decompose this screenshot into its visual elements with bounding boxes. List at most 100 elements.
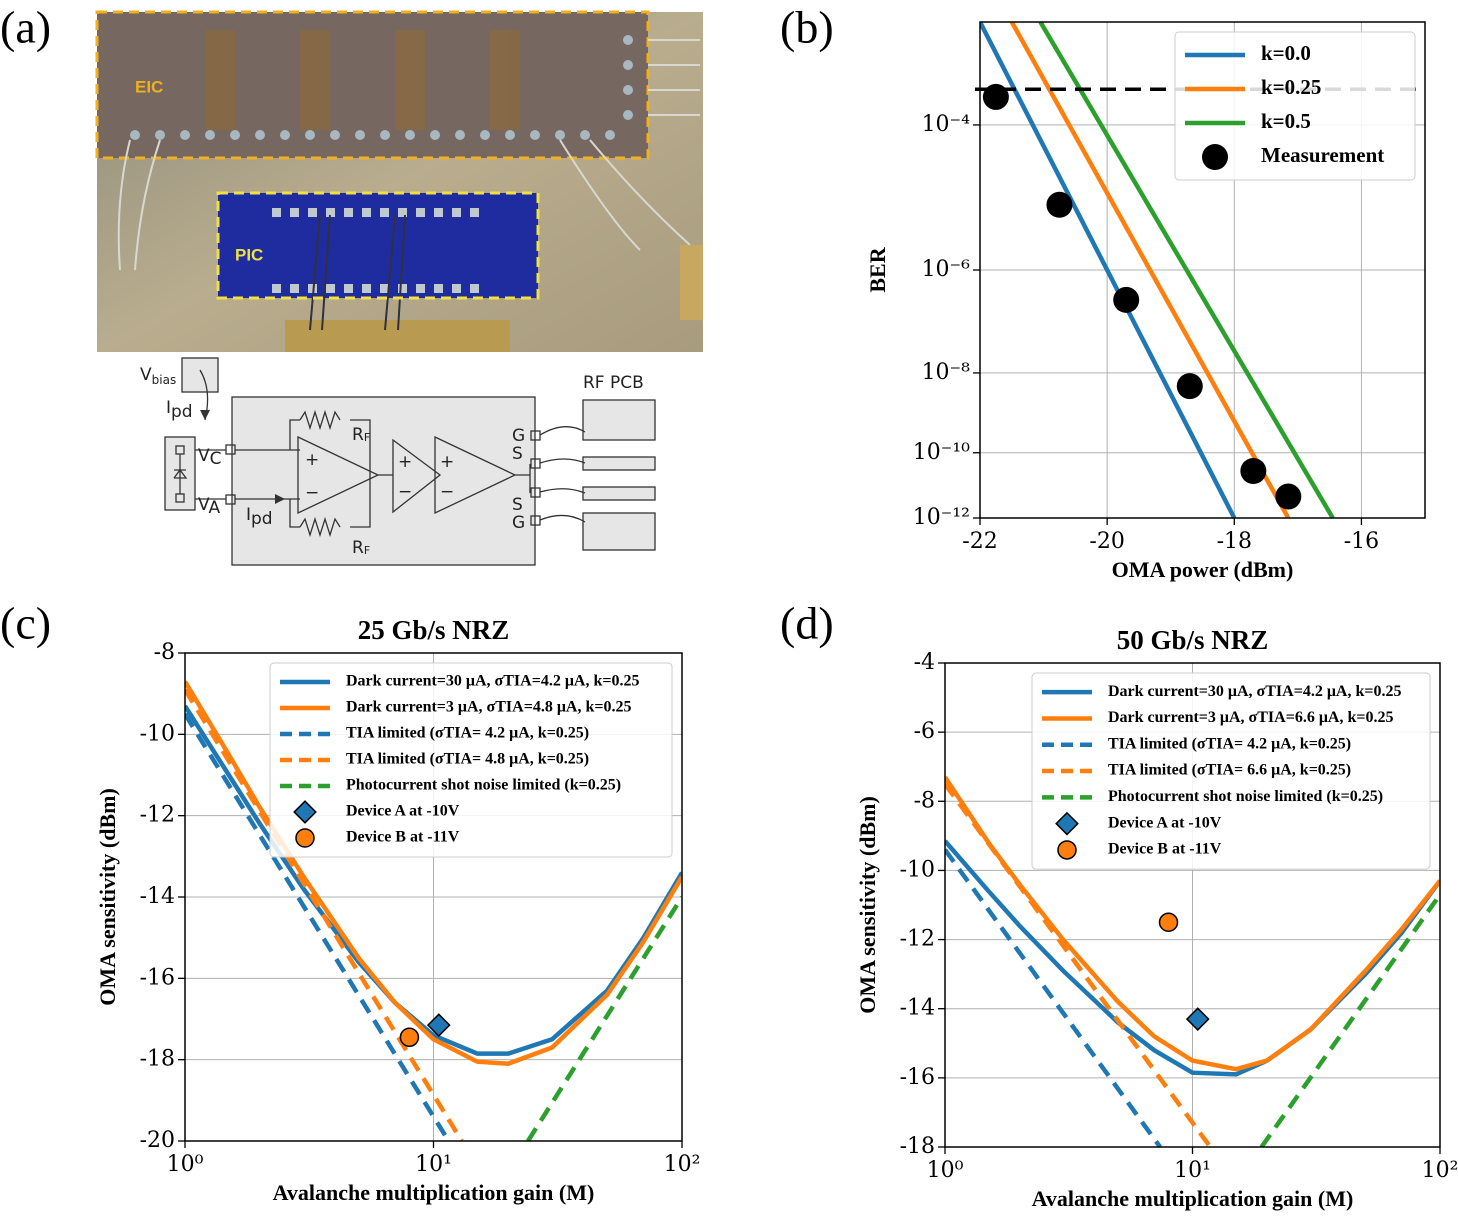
y-tick-label: -16 xyxy=(900,1065,935,1090)
y-tick-label: 10⁻⁸ xyxy=(922,360,971,385)
marker xyxy=(1158,912,1179,933)
x-tick-label: 10² xyxy=(664,1152,701,1177)
photo-label: PIC xyxy=(235,245,263,264)
series-line xyxy=(185,688,464,1141)
y-tick-label: -14 xyxy=(900,996,935,1021)
y-tick-label: 10⁻⁴ xyxy=(922,112,971,137)
amp-sign: − xyxy=(398,482,412,502)
label-main: V xyxy=(198,446,210,466)
label-main: I xyxy=(166,398,171,418)
marker xyxy=(1240,458,1267,485)
legend-label: k=0.0 xyxy=(1261,41,1311,65)
label-sub: pd xyxy=(251,509,273,529)
plot-area xyxy=(945,775,1440,1147)
legend-label: TIA limited (σTIA= 4.2 μA, k=0.25) xyxy=(346,725,589,742)
amp-sign: + xyxy=(440,452,454,472)
legend-label: TIA limited (σTIA= 4.8 μA, k=0.25) xyxy=(346,751,589,768)
series-line xyxy=(185,704,682,1056)
plot-frame xyxy=(184,652,683,1142)
y-tick-label: -14 xyxy=(140,884,175,909)
panel-label: (a) xyxy=(0,2,51,53)
schematic-label: VA xyxy=(198,495,221,518)
label-sub: F xyxy=(364,431,370,444)
chart-title: 25 Gb/s NRZ xyxy=(358,615,510,645)
photo: EIC PIC xyxy=(95,10,703,352)
legend-label: Photocurrent shot noise limited (k=0.25) xyxy=(346,777,621,794)
series-line xyxy=(526,895,682,1141)
legend-box xyxy=(1031,672,1431,870)
marker xyxy=(982,83,1009,110)
plot-area xyxy=(185,680,682,1141)
legend-label: TIA limited (σTIA= 4.2 μA, k=0.25) xyxy=(1108,735,1351,752)
legend-label: Measurement xyxy=(1261,143,1384,167)
panel-label: (b) xyxy=(780,2,834,53)
x-tick-label: 10² xyxy=(1422,1158,1458,1183)
legend-box xyxy=(269,662,673,858)
label-sub: F xyxy=(364,544,370,557)
plot-frame xyxy=(944,662,1441,1148)
label-main: V xyxy=(198,495,210,515)
series-line xyxy=(1259,893,1440,1147)
schematic-label: RF xyxy=(352,425,370,445)
marker xyxy=(1176,373,1203,400)
series-line xyxy=(1009,22,1291,518)
series-line xyxy=(945,848,1162,1147)
pin-label: S xyxy=(512,495,523,515)
legend-label: TIA limited (σTIA= 6.6 μA, k=0.25) xyxy=(1108,762,1351,779)
marker xyxy=(1185,1007,1210,1031)
label-sub: pd xyxy=(171,402,193,422)
legend-label: Device B at -11V xyxy=(346,829,460,846)
x-axis-label: OMA power (dBm) xyxy=(1112,557,1294,582)
schematic-label: RF PCB xyxy=(583,373,644,393)
marker xyxy=(1046,191,1073,218)
legend-label: Photocurrent shot noise limited (k=0.25) xyxy=(1108,788,1383,805)
amp-sign: + xyxy=(305,450,319,470)
y-axis-label: OMA sensitivity (dBm) xyxy=(855,796,880,1014)
legend-label: Dark current=3 μA, σTIA=6.6 μA, k=0.25 xyxy=(1108,709,1393,726)
y-tick-label: -4 xyxy=(914,650,935,675)
chart-title: 50 Gb/s NRZ xyxy=(1117,625,1269,655)
y-tick-label: -20 xyxy=(140,1128,175,1153)
label-sub: C xyxy=(210,449,222,469)
legend-marker xyxy=(295,828,315,848)
x-tick-label: -18 xyxy=(1217,529,1252,554)
plot-area xyxy=(980,22,1335,518)
amp-sign: + xyxy=(398,452,412,472)
y-tick-label: -12 xyxy=(900,927,935,952)
legend-label: k=0.25 xyxy=(1261,75,1321,99)
schematic-label: Ipd xyxy=(166,398,193,422)
series-line xyxy=(945,782,1213,1147)
label-main: R xyxy=(352,538,364,558)
marker xyxy=(399,1027,420,1048)
panel-label: (d) xyxy=(780,598,834,649)
y-axis-label: BER xyxy=(865,246,890,292)
legend-marker xyxy=(1055,811,1079,836)
legend-marker xyxy=(1202,144,1228,170)
amp-sign: − xyxy=(305,483,319,503)
x-tick-label: 10¹ xyxy=(415,1152,452,1177)
legend-label: Device A at -10V xyxy=(346,803,460,820)
y-tick-label: -8 xyxy=(154,640,175,665)
y-tick-label: -10 xyxy=(140,721,175,746)
y-axis-label: OMA sensitivity (dBm) xyxy=(95,788,120,1006)
schematic-label: VC xyxy=(198,446,222,469)
y-tick-label: -18 xyxy=(900,1134,935,1159)
legend-box xyxy=(1174,31,1416,181)
marker xyxy=(1275,483,1302,510)
panel-label: (c) xyxy=(0,598,51,649)
series-line xyxy=(945,839,1440,1077)
series-line xyxy=(185,680,682,1066)
x-tick-label: 10¹ xyxy=(1174,1158,1211,1183)
pin-label: G xyxy=(512,426,525,446)
marker xyxy=(426,1013,451,1037)
y-tick-label: -18 xyxy=(140,1047,175,1072)
x-tick-label: -16 xyxy=(1344,529,1379,554)
legend-label: Device A at -10V xyxy=(1108,814,1222,831)
x-tick-label: -22 xyxy=(962,529,997,554)
x-tick-label: -20 xyxy=(1089,529,1124,554)
x-axis-label: Avalanche multiplication gain (M) xyxy=(273,1180,595,1205)
label-sub: A xyxy=(209,498,221,518)
schematic-label: Ipd xyxy=(246,505,273,529)
legend-label: Dark current=30 μA, σTIA=4.2 μA, k=0.25 xyxy=(1108,683,1401,700)
